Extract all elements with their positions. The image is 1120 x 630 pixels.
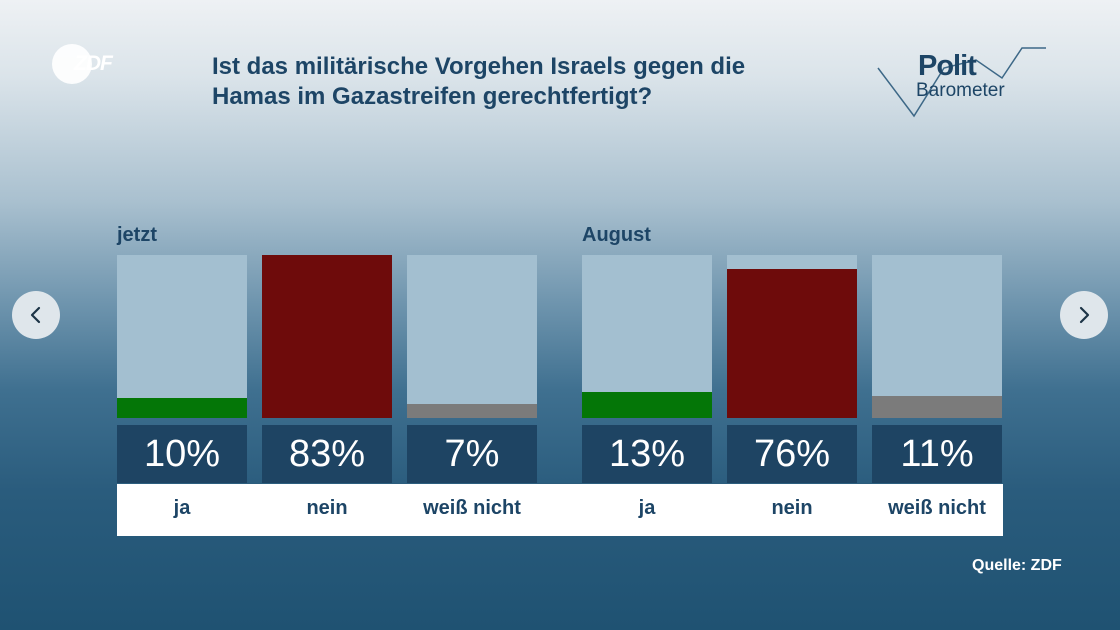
- bar-august-nein: [727, 269, 857, 418]
- zdf-logo-text: ZDF: [74, 52, 113, 75]
- zdf-logo-circle: [52, 44, 92, 84]
- value-label-jetzt-weiss-nicht: 7%: [407, 425, 537, 483]
- value-label-jetzt-nein: 83%: [262, 425, 392, 483]
- bar-august-weiss-nicht: [872, 396, 1002, 418]
- chevron-right-icon: [1079, 306, 1090, 324]
- bar-track: [407, 255, 537, 418]
- source-note: Quelle: ZDF: [972, 557, 1062, 574]
- category-label-jetzt-ja: ja: [173, 497, 191, 519]
- value-label-august-ja: 13%: [582, 425, 712, 483]
- value-label-august-weiss-nicht: 11%: [872, 425, 1002, 483]
- zdf-logo: ZDF: [52, 42, 128, 84]
- bar-jetzt-nein: [262, 255, 392, 418]
- bar-jetzt-ja: [117, 398, 247, 418]
- chart-title: Ist das militärische Vorgehen Israels ge…: [212, 53, 746, 110]
- group-label-jetzt: jetzt: [117, 224, 157, 246]
- bar-track: [727, 255, 857, 418]
- category-label-august-weiss-nicht: weiß nicht: [888, 497, 986, 519]
- politbarometer-barometer: Barometer: [916, 80, 1005, 101]
- politbarometer-polit: Polit: [918, 50, 977, 82]
- category-label-strip: [117, 484, 1003, 536]
- group-label-august: August: [582, 224, 651, 246]
- bar-track: [872, 255, 1002, 418]
- politbarometer-logo: Polit Barometer: [872, 40, 1057, 120]
- value-label-august-nein: 76%: [727, 425, 857, 483]
- bar-august-ja: [582, 392, 712, 418]
- category-label-august-nein: nein: [771, 497, 813, 519]
- next-slide-button[interactable]: [1060, 291, 1108, 339]
- bar-jetzt-weiss-nicht: [407, 404, 537, 418]
- category-label-jetzt-nein: nein: [306, 497, 348, 519]
- politbarometer-line-icon: [877, 47, 1046, 118]
- category-label-august-ja: ja: [638, 497, 656, 519]
- value-label-jetzt-ja: 10%: [117, 425, 247, 483]
- chevron-left-icon: [30, 306, 41, 324]
- bar-track: [117, 255, 247, 418]
- prev-slide-button[interactable]: [12, 291, 60, 339]
- bar-track: [582, 255, 712, 418]
- category-label-jetzt-weiss-nicht: weiß nicht: [423, 497, 521, 519]
- bar-track: [262, 255, 392, 418]
